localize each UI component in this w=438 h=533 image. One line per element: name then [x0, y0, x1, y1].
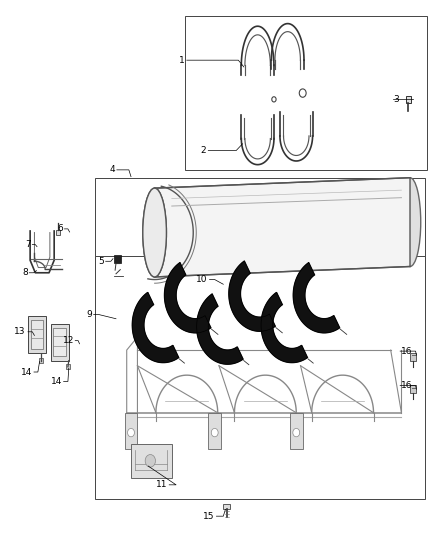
- Bar: [208, 413, 221, 449]
- Bar: [56, 230, 60, 235]
- Text: 15: 15: [203, 512, 215, 521]
- Text: 14: 14: [51, 377, 62, 386]
- Text: 8: 8: [22, 268, 28, 277]
- Text: 16: 16: [401, 381, 413, 390]
- Ellipse shape: [143, 188, 166, 277]
- Circle shape: [145, 455, 155, 467]
- Ellipse shape: [143, 188, 166, 277]
- Bar: [410, 385, 417, 393]
- Bar: [114, 255, 121, 263]
- Bar: [31, 320, 43, 349]
- Bar: [95, 256, 425, 499]
- Bar: [290, 413, 303, 449]
- Text: 6: 6: [58, 224, 64, 233]
- Bar: [124, 413, 138, 449]
- Text: 4: 4: [110, 165, 115, 174]
- Bar: [410, 353, 417, 360]
- Bar: [53, 328, 66, 357]
- Bar: [39, 358, 43, 363]
- Circle shape: [293, 429, 300, 437]
- Text: 3: 3: [393, 95, 399, 104]
- Polygon shape: [132, 293, 179, 362]
- Text: 9: 9: [87, 310, 92, 319]
- Text: 13: 13: [14, 327, 26, 336]
- Circle shape: [211, 429, 218, 437]
- Polygon shape: [197, 294, 243, 364]
- Text: 7: 7: [25, 240, 31, 249]
- Circle shape: [272, 97, 276, 102]
- Ellipse shape: [399, 177, 421, 266]
- Text: 12: 12: [63, 336, 74, 345]
- Polygon shape: [229, 261, 275, 332]
- Text: 10: 10: [195, 275, 207, 284]
- Polygon shape: [155, 177, 410, 277]
- Text: 5: 5: [98, 257, 104, 266]
- Bar: [66, 364, 70, 369]
- Bar: [406, 96, 411, 103]
- Text: 1: 1: [179, 55, 185, 64]
- Bar: [95, 177, 425, 321]
- Bar: [223, 504, 230, 510]
- Polygon shape: [165, 263, 211, 333]
- Bar: [131, 444, 172, 478]
- Polygon shape: [261, 293, 307, 362]
- Text: 11: 11: [156, 480, 167, 489]
- Circle shape: [127, 429, 134, 437]
- Bar: [28, 316, 46, 353]
- Polygon shape: [293, 263, 339, 333]
- Text: 16: 16: [401, 346, 413, 356]
- Circle shape: [299, 89, 306, 97]
- Bar: [51, 324, 69, 360]
- Bar: [185, 16, 427, 170]
- Text: 2: 2: [201, 146, 206, 155]
- Text: 14: 14: [21, 368, 32, 376]
